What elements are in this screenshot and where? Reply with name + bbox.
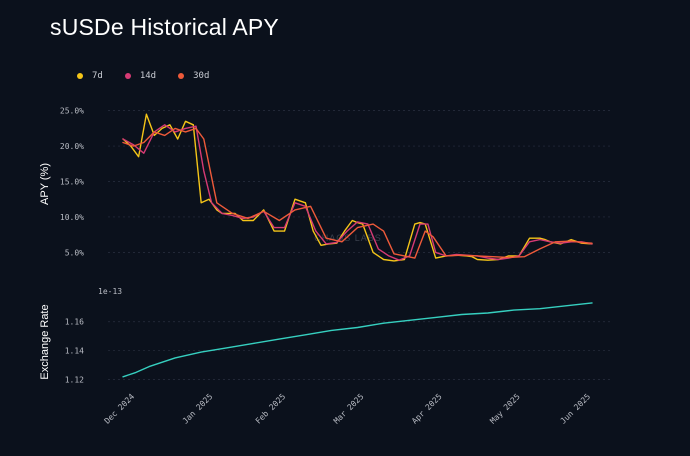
apy-series-7d	[122, 113, 593, 262]
x-tick-label: Dec 2024	[103, 392, 137, 426]
legend: 7d 14d 30d	[77, 71, 209, 81]
legend-item-7d[interactable]: 7d	[77, 71, 103, 81]
x-tick-label: Jun 2025	[559, 392, 593, 426]
legend-item-30d[interactable]: 30d	[178, 71, 209, 81]
legend-item-14d[interactable]: 14d	[124, 71, 157, 81]
exchange-rate-y-tick-label: 1.12	[65, 376, 84, 385]
apy-y-tick-label: 25.0%	[60, 107, 84, 116]
exchange-rate-panel: 1.12 1.14 1.16 Exchange Rate 1e-13	[39, 287, 612, 385]
apy-y-tick-label: 5.0%	[65, 248, 84, 257]
exchange-rate-offset-label: 1e-13	[98, 287, 122, 296]
apy-panel: CHAOS LABS 5.0% 10.0% 15.0% 20.0% 25.0% APY (%…	[39, 107, 612, 262]
apy-series-30d	[122, 127, 593, 259]
apy-axis-title: APY (%)	[39, 163, 51, 205]
exchange-rate-y-tick-label: 1.14	[65, 347, 84, 356]
legend-label-7d: 7d	[92, 71, 103, 81]
watermark: CHAOS LABS	[314, 233, 382, 243]
x-tick-label: May 2025	[488, 392, 522, 426]
legend-label-14d: 14d	[139, 71, 157, 81]
apy-y-tick-label: 15.0%	[60, 178, 84, 187]
apy-y-tick-label: 10.0%	[60, 213, 84, 222]
x-tick-label: Apr 2025	[410, 392, 444, 426]
legend-swatch-14d	[124, 73, 131, 79]
x-tick-label: Mar 2025	[332, 392, 366, 426]
apy-y-tick-label: 20.0%	[60, 142, 84, 151]
exchange-rate-axis-title: Exchange Rate	[39, 304, 51, 379]
x-axis: Dec 2024 Jan 2025 Feb 2025 Mar 2025 Apr 2025…	[103, 392, 593, 426]
exchange-rate-y-tick-label: 1.16	[65, 318, 84, 327]
x-tick-label: Jan 2025	[181, 392, 215, 426]
exchange-rate-series-exchange-rate	[122, 302, 593, 378]
legend-label-30d: 30d	[193, 71, 210, 81]
chart-title: sUSDe Historical APY	[50, 14, 279, 40]
x-tick-label: Feb 2025	[254, 392, 288, 426]
legend-swatch-30d	[178, 73, 185, 79]
legend-swatch-7d	[77, 73, 83, 79]
